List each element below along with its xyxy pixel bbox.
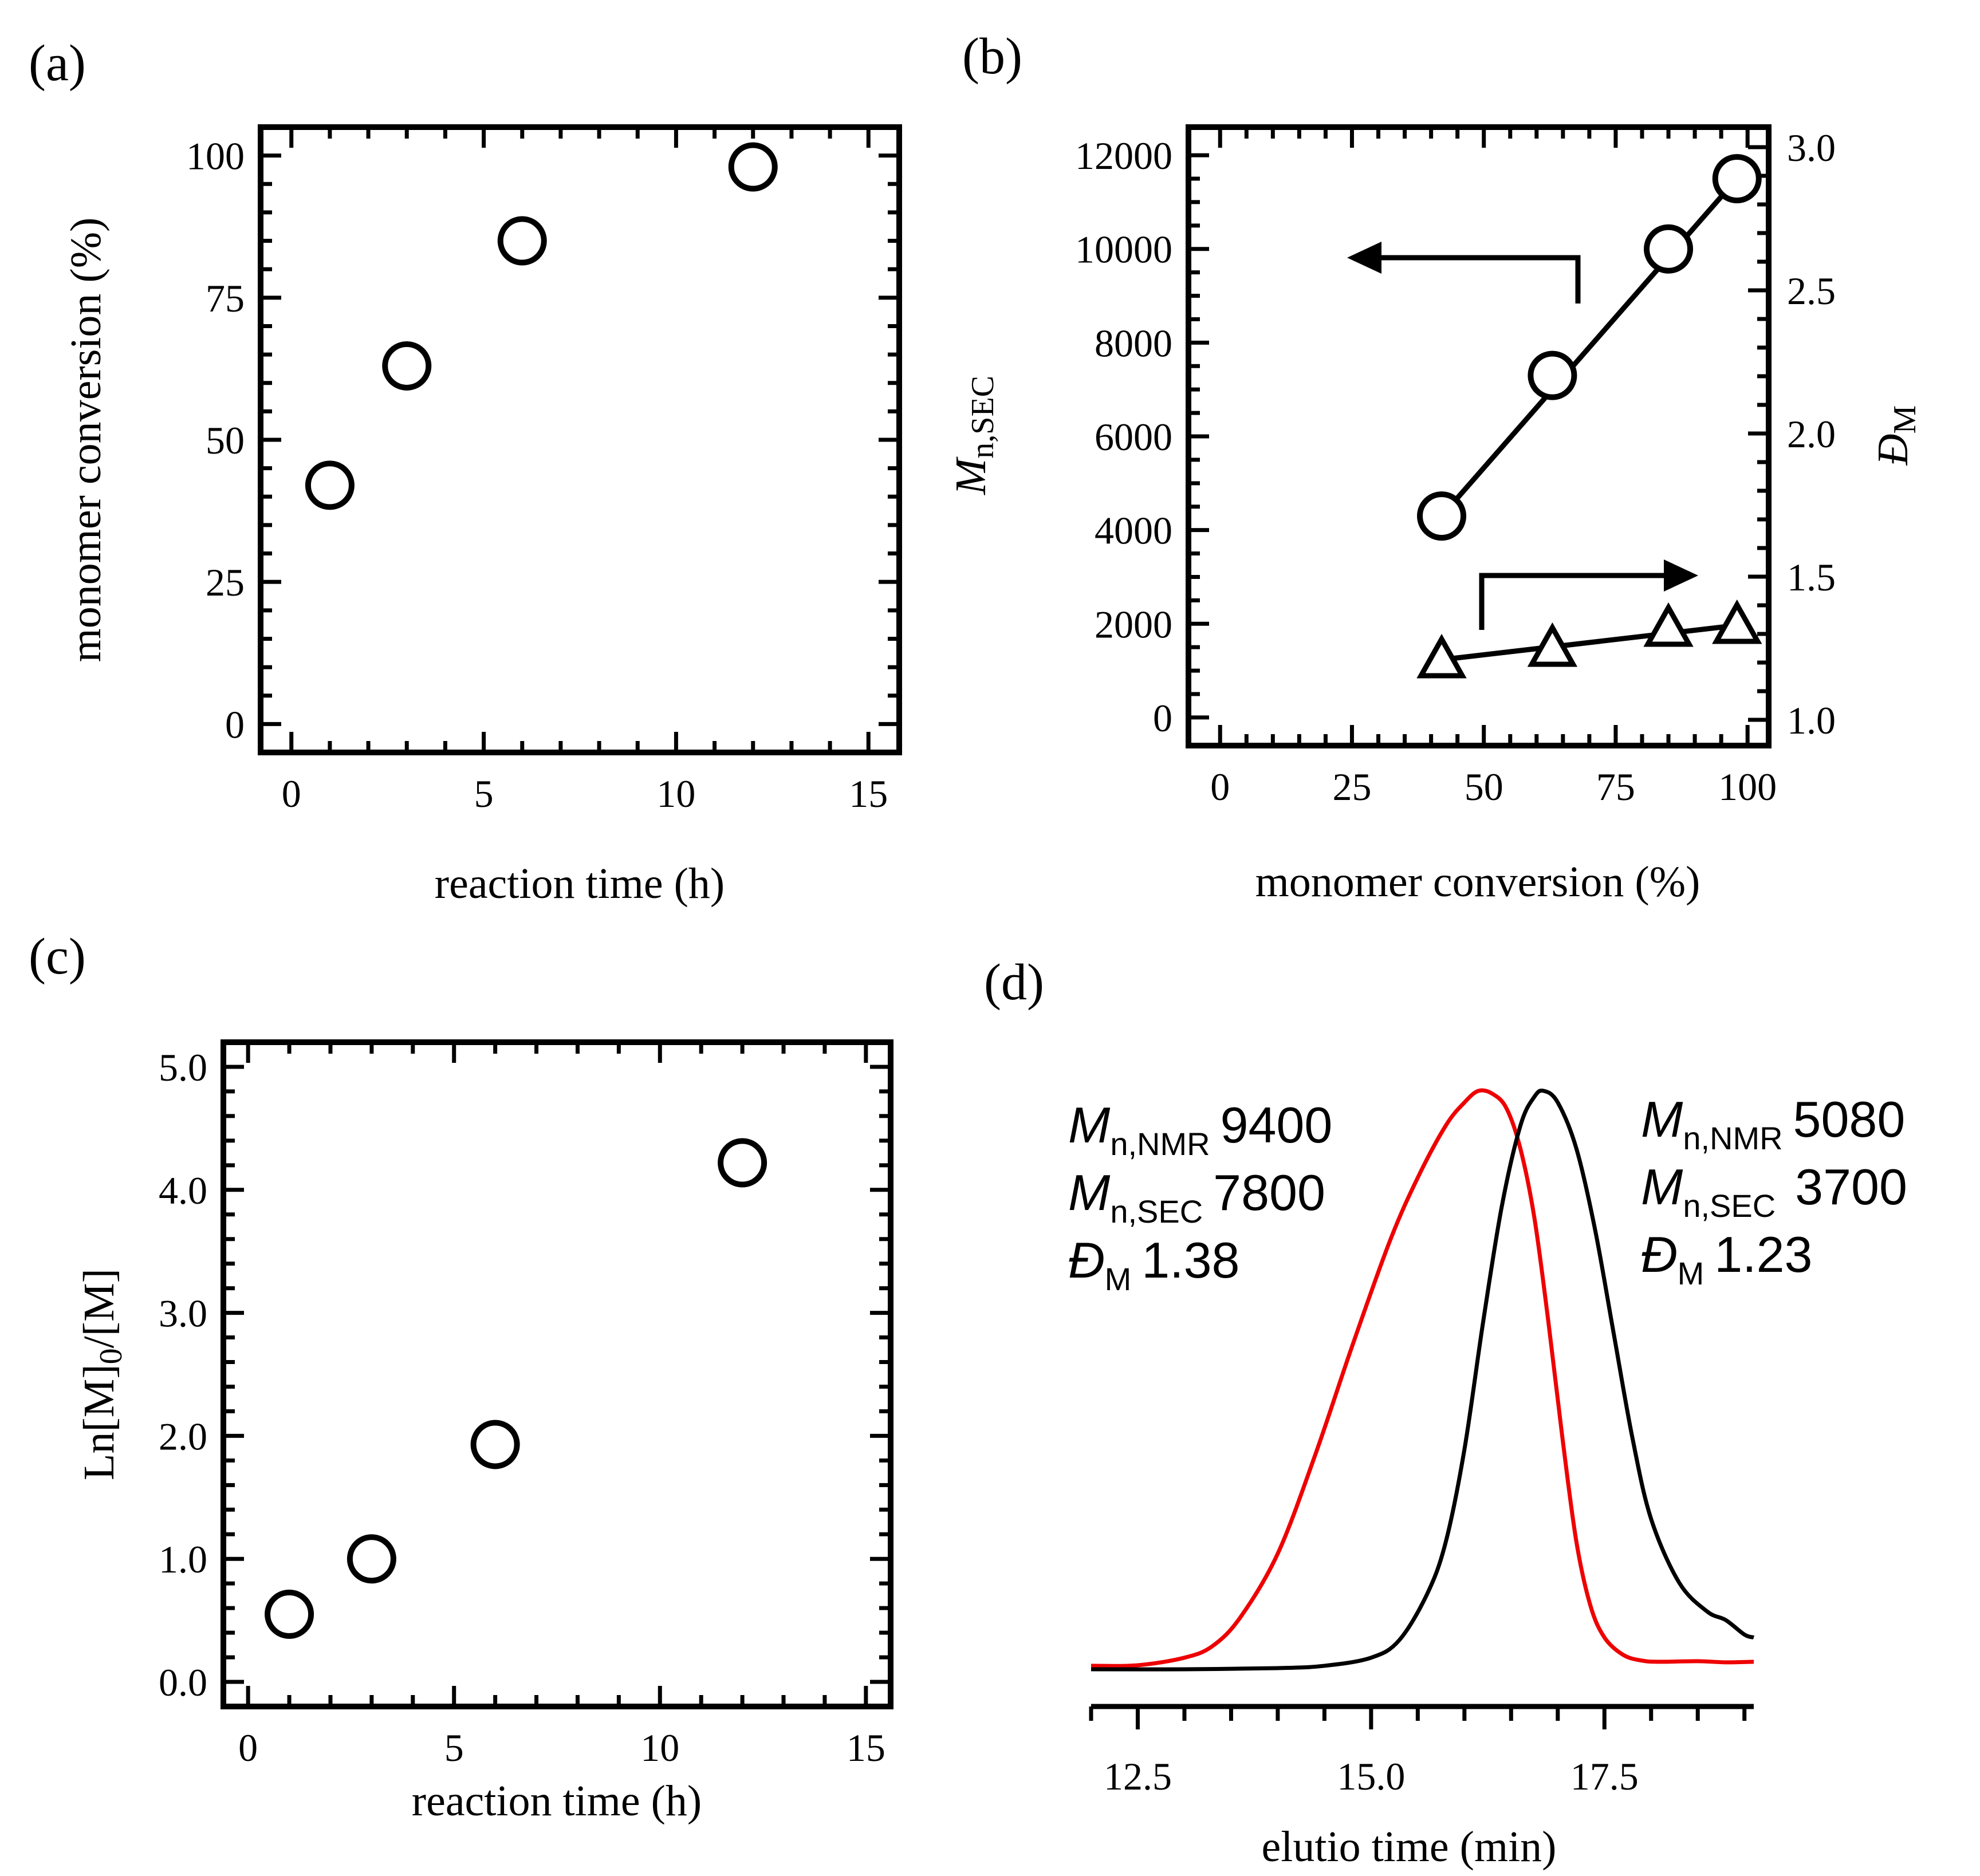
data-point-mn — [1528, 350, 1577, 400]
y-tick-label-b: 12000 — [1075, 134, 1172, 178]
panel-label-b: (b) — [962, 28, 1022, 85]
elution-trace-black — [1091, 1088, 1755, 1672]
y2-tick-label-b: 2.5 — [1787, 269, 1836, 313]
y-tick-label-c: 1.0 — [159, 1538, 207, 1581]
annot-left-mn-nmr: Mn,NMR 9400 — [1068, 1097, 1332, 1162]
x-tick-label-d: 12.5 — [1104, 1755, 1172, 1798]
y-tick-label-b: 4000 — [1095, 509, 1172, 553]
annot-right-mn-nmr: Mn,NMR 5080 — [1641, 1091, 1905, 1156]
y-tick-label-c: 2.0 — [159, 1414, 207, 1458]
data-point-a — [728, 142, 778, 192]
x-tick-label-c: 10 — [640, 1726, 679, 1769]
data-point-dispersity — [1643, 602, 1694, 647]
y2-tick-label-b: 1.0 — [1787, 699, 1836, 742]
x-tick-label-a: 15 — [849, 772, 888, 815]
x-tick-label-b: 100 — [1718, 765, 1777, 809]
y-tick-label-a: 0 — [225, 703, 245, 746]
annot-right-dispersity: ĐM 1.23 — [1641, 1226, 1813, 1291]
data-point-c — [347, 1534, 396, 1584]
y-tick-label-c: 0.0 — [159, 1661, 207, 1704]
data-point-a — [382, 341, 432, 391]
y-tick-label-b: 10000 — [1075, 228, 1172, 271]
x-tick-label-d: 15.0 — [1337, 1755, 1405, 1798]
annotation-right: Mn,NMR 5080 Mn,SEC 3700 ĐM 1.23 — [1641, 1091, 1907, 1291]
data-point-a — [305, 460, 355, 510]
y-tick-label-a: 25 — [206, 561, 245, 604]
y2-tick-label-b: 2.0 — [1787, 412, 1836, 456]
plot-frame-c — [221, 1039, 893, 1709]
x-axis-label-a: reaction time (h) — [435, 860, 725, 908]
y2-tick-label-b: 1.5 — [1787, 555, 1836, 599]
fit-line-mn — [1439, 177, 1739, 518]
annot-left-mn-sec: Mn,SEC 7800 — [1068, 1164, 1325, 1229]
elution-trace-red — [1091, 1088, 1754, 1668]
y-tick-label-a: 75 — [206, 277, 245, 320]
x-tick-label-c: 0 — [238, 1726, 258, 1769]
y-axis-label-a: monomer conversion (%) — [62, 218, 110, 663]
data-point-c — [265, 1589, 314, 1639]
panel-c: (c) 0 5 10 15 0.0 1.0 2.0 3.0 4.0 5.0 reaction ti… — [29, 928, 893, 1825]
x-tick-label-a: 0 — [282, 772, 301, 815]
data-point-mn — [1712, 154, 1762, 203]
x-tick-label-d: 17.5 — [1570, 1755, 1639, 1798]
x-tick-label-c: 5 — [444, 1726, 464, 1769]
data-point-a — [497, 216, 547, 266]
plot-frame-a — [258, 124, 902, 755]
y-tick-label-b: 8000 — [1095, 321, 1172, 365]
y-tick-label-a: 100 — [186, 135, 245, 178]
annot-left-dispersity: ĐM 1.38 — [1068, 1232, 1240, 1297]
data-point-dispersity — [1416, 633, 1467, 679]
y2-axis-label-b: ĐM — [1869, 405, 1923, 466]
y-tick-label-b: 6000 — [1095, 415, 1172, 459]
x-axis-label-c: reaction time (h) — [412, 1777, 702, 1825]
y-axis-label-c: Ln[M]0/[M] — [75, 1268, 129, 1480]
y2-tick-label-b: 3.0 — [1787, 126, 1836, 170]
x-tick-label-b: 25 — [1332, 765, 1371, 809]
y-tick-label-a: 50 — [206, 419, 245, 462]
panel-label-c: (c) — [29, 928, 86, 985]
panel-b: (b) 0 25 50 75 100 0 2000 4000 6000 8000 10000 1200… — [947, 28, 1923, 906]
data-point-dispersity — [1712, 599, 1762, 644]
fit-line-dispersity — [1441, 622, 1738, 663]
panel-label-d: (d) — [984, 954, 1044, 1011]
x-tick-label-b: 0 — [1210, 765, 1230, 809]
panel-label-a: (a) — [29, 35, 86, 92]
y-axis-label-b: Mn,SEC — [947, 376, 1001, 495]
data-point-mn — [1417, 491, 1467, 541]
arrow-left-annotation — [1347, 242, 1581, 304]
y-tick-label-b: 2000 — [1095, 602, 1172, 646]
data-point-c — [470, 1420, 520, 1469]
data-point-c — [718, 1138, 767, 1188]
data-point-dispersity — [1527, 622, 1578, 667]
data-point-mn — [1644, 224, 1694, 274]
x-tick-label-b: 50 — [1465, 765, 1503, 809]
x-tick-label-b: 75 — [1596, 765, 1635, 809]
annot-right-mn-sec: Mn,SEC 3700 — [1641, 1158, 1907, 1224]
annotation-left: Mn,NMR 9400 Mn,SEC 7800 ĐM 1.38 — [1068, 1097, 1332, 1297]
x-tick-label-a: 5 — [474, 772, 494, 815]
x-axis-label-d: elutio time (min) — [1261, 1823, 1556, 1871]
x-tick-label-a: 10 — [656, 772, 695, 815]
y-tick-label-c: 3.0 — [159, 1292, 207, 1335]
x-axis-label-b: monomer conversion (%) — [1255, 858, 1700, 906]
y-tick-label-c: 4.0 — [159, 1169, 207, 1212]
panel-d: (d) 12.5 15.0 17.5 elutio time (min) Mn,NM… — [984, 954, 1907, 1871]
y-tick-label-c: 5.0 — [159, 1046, 207, 1089]
x-tick-label-c: 15 — [847, 1726, 885, 1769]
panel-a: (a) 0 5 10 15 0 25 50 75 100 reaction time (h) m… — [29, 35, 902, 908]
arrow-right-annotation — [1479, 559, 1698, 630]
y-tick-label-b: 0 — [1153, 696, 1172, 740]
